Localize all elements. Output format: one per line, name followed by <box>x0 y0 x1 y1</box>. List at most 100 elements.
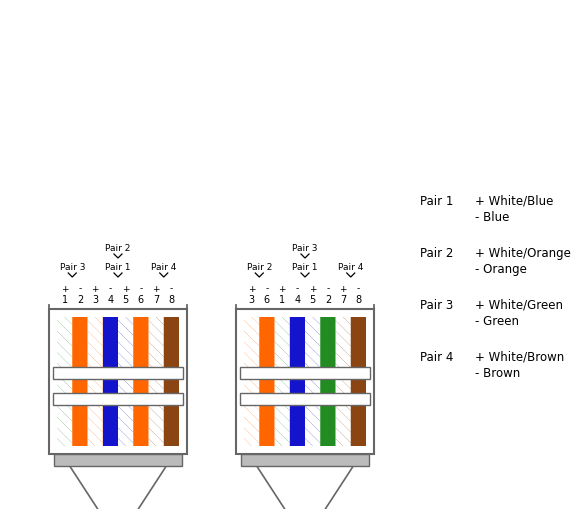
Polygon shape <box>88 395 103 421</box>
Polygon shape <box>118 299 133 325</box>
Text: 5: 5 <box>309 294 316 304</box>
Polygon shape <box>57 395 73 421</box>
Polygon shape <box>336 299 351 325</box>
Polygon shape <box>244 310 259 336</box>
Polygon shape <box>305 363 320 389</box>
Polygon shape <box>88 406 103 432</box>
Polygon shape <box>118 439 133 464</box>
Bar <box>240 393 370 405</box>
Text: Pair 3: Pair 3 <box>60 263 85 271</box>
Polygon shape <box>274 428 290 454</box>
Text: - Blue: - Blue <box>475 211 510 223</box>
Polygon shape <box>244 299 259 325</box>
Text: -: - <box>170 284 173 293</box>
Polygon shape <box>57 353 73 379</box>
Polygon shape <box>274 363 290 389</box>
Polygon shape <box>149 299 164 325</box>
Polygon shape <box>305 353 320 379</box>
Polygon shape <box>274 289 290 314</box>
Polygon shape <box>336 428 351 454</box>
Polygon shape <box>336 385 351 411</box>
Polygon shape <box>336 406 351 432</box>
Text: Pair 2: Pair 2 <box>420 246 453 260</box>
Polygon shape <box>149 428 164 454</box>
Bar <box>54 454 182 466</box>
Text: +: + <box>278 284 286 293</box>
Text: Pair 4: Pair 4 <box>420 350 453 363</box>
Polygon shape <box>57 428 73 454</box>
Text: Pair 4: Pair 4 <box>338 263 363 271</box>
Polygon shape <box>88 439 103 464</box>
Polygon shape <box>305 310 320 336</box>
Polygon shape <box>57 385 73 411</box>
Text: Pair 1: Pair 1 <box>420 194 453 208</box>
Polygon shape <box>305 406 320 432</box>
Polygon shape <box>88 363 103 389</box>
Polygon shape <box>336 363 351 389</box>
Text: 6: 6 <box>264 294 270 304</box>
Bar <box>73 318 88 446</box>
Polygon shape <box>57 406 73 432</box>
Polygon shape <box>88 310 103 336</box>
Bar <box>241 454 369 466</box>
Polygon shape <box>244 395 259 421</box>
Polygon shape <box>118 363 133 389</box>
Polygon shape <box>244 321 259 347</box>
Polygon shape <box>257 466 353 509</box>
Bar <box>320 318 336 446</box>
Polygon shape <box>274 385 290 411</box>
Bar <box>103 318 118 446</box>
Text: 6: 6 <box>138 294 144 304</box>
Polygon shape <box>336 321 351 347</box>
Polygon shape <box>118 428 133 454</box>
Polygon shape <box>274 353 290 379</box>
Polygon shape <box>274 321 290 347</box>
Bar <box>305 318 320 446</box>
Text: + White/Orange: + White/Orange <box>475 246 571 260</box>
Bar <box>53 367 183 379</box>
Text: -: - <box>78 284 81 293</box>
Text: 7: 7 <box>153 294 159 304</box>
Text: + White/Green: + White/Green <box>475 298 563 312</box>
Polygon shape <box>57 289 73 314</box>
Text: +: + <box>122 284 129 293</box>
Text: Pair 4: Pair 4 <box>151 263 177 271</box>
Polygon shape <box>149 342 164 368</box>
Text: 7: 7 <box>340 294 346 304</box>
Polygon shape <box>57 299 73 325</box>
Text: Pair 2: Pair 2 <box>105 243 130 252</box>
Polygon shape <box>57 363 73 389</box>
Polygon shape <box>244 439 259 464</box>
Text: - Brown: - Brown <box>475 366 520 379</box>
Text: 1: 1 <box>279 294 285 304</box>
Polygon shape <box>274 395 290 421</box>
Text: -: - <box>109 284 112 293</box>
Polygon shape <box>336 289 351 314</box>
Polygon shape <box>274 310 290 336</box>
Polygon shape <box>244 289 259 314</box>
Bar <box>259 318 274 446</box>
Polygon shape <box>88 321 103 347</box>
Bar <box>53 393 183 405</box>
Polygon shape <box>57 417 73 443</box>
Polygon shape <box>244 342 259 368</box>
Polygon shape <box>149 395 164 421</box>
Text: 4: 4 <box>107 294 113 304</box>
Bar <box>336 318 351 446</box>
Polygon shape <box>88 428 103 454</box>
Text: - Green: - Green <box>475 315 519 327</box>
Polygon shape <box>149 406 164 432</box>
Polygon shape <box>274 406 290 432</box>
Polygon shape <box>274 374 290 400</box>
Polygon shape <box>118 321 133 347</box>
Text: 4: 4 <box>294 294 301 304</box>
Polygon shape <box>88 353 103 379</box>
Bar <box>57 318 73 446</box>
Bar <box>290 318 305 446</box>
Bar <box>149 318 164 446</box>
Text: +: + <box>339 284 347 293</box>
Polygon shape <box>336 439 351 464</box>
Polygon shape <box>336 353 351 379</box>
Text: -: - <box>139 284 143 293</box>
Polygon shape <box>336 374 351 400</box>
